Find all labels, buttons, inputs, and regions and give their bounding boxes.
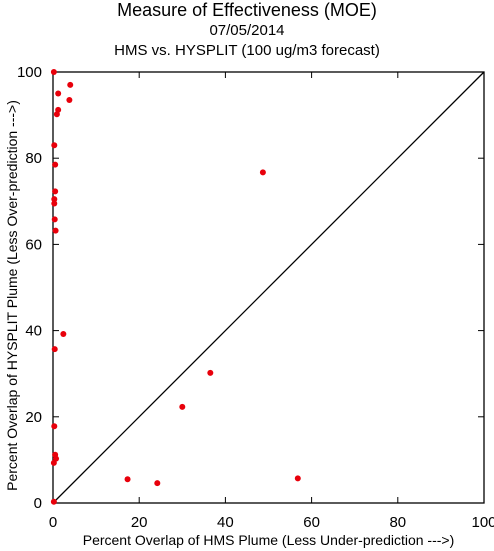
data-point bbox=[294, 475, 301, 482]
data-point bbox=[154, 480, 161, 487]
x-tick-label: 0 bbox=[49, 514, 57, 531]
y-tick-label: 0 bbox=[34, 495, 42, 512]
y-tick-label: 40 bbox=[25, 323, 42, 340]
data-point bbox=[66, 97, 73, 104]
x-tick-label: 80 bbox=[389, 514, 406, 531]
chart-title: Measure of Effectiveness (MOE) bbox=[117, 0, 377, 20]
x-tick-label: 20 bbox=[131, 514, 148, 531]
chart-date: 07/05/2014 bbox=[209, 22, 285, 39]
x-tick-label: 40 bbox=[217, 514, 234, 531]
plot-frame bbox=[52, 71, 485, 504]
data-point bbox=[179, 403, 186, 410]
y-axis: 0 20 40 60 80 100 bbox=[17, 64, 484, 512]
data-point bbox=[207, 369, 214, 376]
x-axis: 0 20 40 60 80 100 bbox=[49, 72, 494, 531]
y-tick-label: 60 bbox=[25, 236, 42, 253]
reference-diagonal-line bbox=[52, 71, 485, 504]
data-point bbox=[51, 216, 58, 223]
data-point bbox=[51, 346, 58, 353]
data-point bbox=[55, 90, 62, 97]
data-point bbox=[124, 476, 131, 483]
data-point bbox=[53, 111, 60, 118]
data-points bbox=[50, 69, 301, 505]
x-tick-label: 100 bbox=[471, 514, 494, 531]
data-point bbox=[50, 69, 57, 75]
x-axis-label: Percent Overlap of HMS Plume (Less Under… bbox=[83, 532, 455, 548]
data-point bbox=[51, 142, 58, 149]
y-tick-label: 80 bbox=[25, 150, 42, 167]
data-point bbox=[52, 161, 59, 168]
data-point bbox=[259, 169, 266, 176]
data-point bbox=[52, 188, 59, 195]
data-point bbox=[51, 200, 58, 207]
data-point bbox=[67, 81, 74, 88]
data-point bbox=[60, 331, 67, 338]
data-point bbox=[50, 459, 57, 466]
y-axis-label: Percent Overlap of HYSPLIT Plume (Less O… bbox=[4, 100, 20, 491]
data-point bbox=[51, 423, 58, 430]
y-tick-label: 100 bbox=[17, 64, 42, 81]
data-point bbox=[51, 196, 58, 203]
y-tick-label: 20 bbox=[25, 409, 42, 426]
x-tick-label: 60 bbox=[303, 514, 320, 531]
data-point bbox=[52, 227, 59, 234]
chart-subtitle: HMS vs. HYSPLIT (100 ug/m3 forecast) bbox=[114, 42, 380, 59]
data-point bbox=[50, 498, 57, 505]
